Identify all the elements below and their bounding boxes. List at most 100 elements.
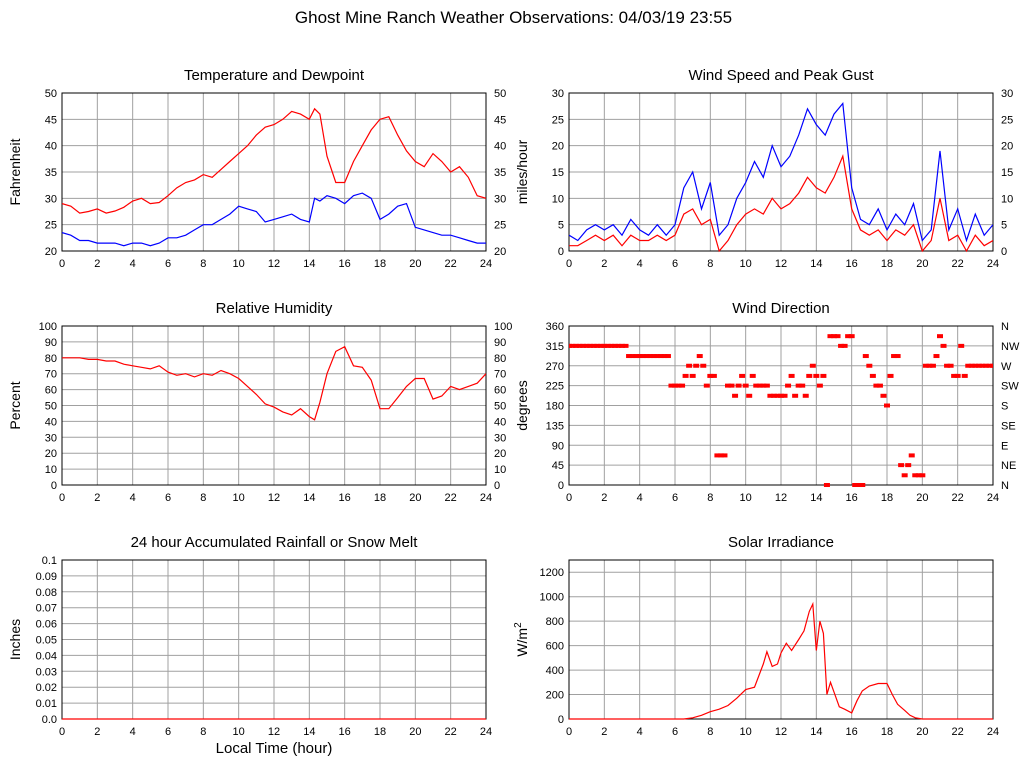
x-tick-label: 24 <box>480 258 492 270</box>
y-tick-label: 0.1 <box>42 555 57 567</box>
y-tick-label: 0.02 <box>36 682 57 694</box>
data-point <box>760 383 767 388</box>
data-point <box>961 373 968 378</box>
data-point <box>749 373 756 378</box>
series-line-0 <box>569 102 993 243</box>
data-point <box>590 343 597 348</box>
y-tick-label: 30 <box>45 193 57 205</box>
y-tick-label: 0.06 <box>36 619 57 631</box>
y-tick-label: 80 <box>45 353 57 365</box>
y-tick-label: 270 <box>546 361 564 373</box>
data-point <box>735 383 742 388</box>
y-tick-label: 800 <box>546 616 564 628</box>
x-tick-label: 14 <box>303 726 315 738</box>
data-point <box>583 343 590 348</box>
data-point <box>876 383 883 388</box>
y-tick-label: 40 <box>45 416 57 428</box>
x-tick-label: 0 <box>566 258 572 270</box>
x-tick-label: 16 <box>339 492 351 504</box>
y-tick-label: 0.01 <box>36 698 57 710</box>
data-point <box>763 383 770 388</box>
right-tick-label: 20 <box>494 246 506 258</box>
y-tick-label: 25 <box>552 114 564 126</box>
x-tick-label: 2 <box>601 726 607 738</box>
y-tick-label: 0 <box>558 714 564 726</box>
y-tick-label: 1200 <box>540 567 564 579</box>
data-point <box>686 363 693 368</box>
data-point <box>728 383 735 388</box>
data-point <box>806 373 813 378</box>
x-tick-label: 4 <box>130 258 136 270</box>
x-tick-label: 16 <box>846 492 858 504</box>
data-point <box>823 483 830 487</box>
data-point <box>739 373 746 378</box>
data-point <box>841 343 848 348</box>
data-point <box>770 393 777 398</box>
data-point <box>820 373 827 378</box>
x-tick-label: 4 <box>130 492 136 504</box>
right-tick-label: 50 <box>494 88 506 100</box>
right-tick-label: 25 <box>1001 114 1013 126</box>
x-tick-label: 14 <box>303 258 315 270</box>
data-point <box>951 373 958 378</box>
data-point <box>965 363 972 368</box>
data-point <box>831 334 837 339</box>
data-point <box>633 354 640 359</box>
data-point <box>816 383 823 388</box>
data-point <box>859 483 866 487</box>
data-point <box>661 354 668 359</box>
x-tick-label: 12 <box>268 726 280 738</box>
data-point <box>742 383 749 388</box>
x-tick-label: 2 <box>94 258 100 270</box>
data-point <box>629 354 636 359</box>
x-tick-label: 8 <box>707 492 713 504</box>
y-tick-label: 0.03 <box>36 666 57 678</box>
data-point <box>785 383 792 388</box>
x-tick-label: 24 <box>987 726 999 738</box>
data-point <box>887 373 894 378</box>
data-point <box>682 373 689 378</box>
data-point <box>912 473 919 478</box>
x-tick-label: 4 <box>637 492 643 504</box>
data-point <box>703 383 710 388</box>
data-point <box>668 383 675 388</box>
series-line-1 <box>62 192 486 247</box>
chart-rain: 24 hour Accumulated Rainfall or Snow Mel… <box>7 534 492 757</box>
x-axis-label: Local Time (hour) <box>216 740 333 757</box>
plot-frame <box>568 559 994 720</box>
data-point <box>710 373 717 378</box>
data-point <box>732 393 739 398</box>
right-tick-label: 70 <box>494 369 506 381</box>
plot-frame <box>568 92 994 252</box>
y-tick-label: 5 <box>558 220 564 232</box>
data-point <box>898 463 905 468</box>
y-axis-label: miles/hour <box>514 139 530 204</box>
series-line-0 <box>62 345 486 421</box>
x-tick-label: 2 <box>94 726 100 738</box>
data-point <box>693 363 700 368</box>
data-point <box>601 343 608 348</box>
data-point <box>972 363 979 368</box>
x-tick-label: 10 <box>233 492 245 504</box>
data-point <box>986 363 993 368</box>
y-tick-label: 0.09 <box>36 571 57 583</box>
right-tick-label: S <box>1001 401 1008 413</box>
x-tick-label: 4 <box>637 258 643 270</box>
data-point <box>834 334 841 339</box>
y-tick-label: 45 <box>45 114 57 126</box>
y-tick-label: 50 <box>45 401 57 413</box>
y-tick-label: 200 <box>546 690 564 702</box>
right-tick-label: 5 <box>1001 220 1007 232</box>
data-point <box>827 334 834 339</box>
data-point <box>894 354 901 359</box>
x-tick-label: 16 <box>339 726 351 738</box>
y-tick-label: 30 <box>45 432 57 444</box>
x-tick-label: 14 <box>810 258 822 270</box>
data-point <box>852 483 859 487</box>
y-tick-label: 0 <box>51 480 57 492</box>
x-tick-label: 12 <box>775 492 787 504</box>
chart-title: Solar Irradiance <box>728 534 834 551</box>
y-tick-label: 10 <box>45 464 57 476</box>
